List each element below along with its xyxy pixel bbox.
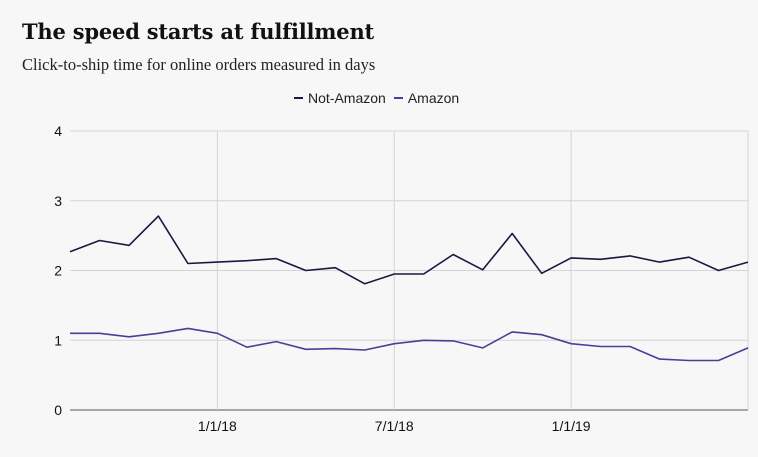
y-tick-label: 1 (54, 332, 62, 348)
data-point-amazon (186, 326, 190, 330)
chart-legend: Not-Amazon Amazon (294, 90, 459, 106)
data-point-amazon (363, 348, 367, 352)
data-point-amazon (215, 331, 219, 335)
data-point-amazon (97, 331, 101, 335)
legend-swatch-amazon (393, 97, 403, 99)
y-tick-label: 3 (54, 193, 62, 209)
data-point-amazon (540, 333, 544, 337)
data-point-not-amazon (215, 260, 219, 264)
data-point-amazon (127, 335, 131, 339)
legend-item-not-amazon[interactable]: Not-Amazon (294, 90, 386, 106)
data-point-not-amazon (304, 269, 308, 273)
y-tick-label: 2 (54, 263, 62, 279)
data-point-amazon (746, 346, 750, 350)
data-point-not-amazon (333, 266, 337, 270)
legend-label-not-amazon: Not-Amazon (308, 90, 386, 106)
data-point-not-amazon (127, 243, 131, 247)
x-tick-label: 1/1/19 (552, 418, 591, 434)
data-point-not-amazon (422, 272, 426, 276)
data-point-not-amazon (274, 257, 278, 261)
series-line-amazon (70, 327, 749, 362)
data-point-not-amazon (510, 232, 514, 236)
data-point-not-amazon (186, 262, 190, 266)
chart-subtitle: Click-to-ship time for online orders mea… (22, 55, 376, 74)
data-point-not-amazon (599, 257, 603, 261)
y-tick-label: 4 (54, 123, 62, 139)
data-point-amazon (68, 331, 72, 335)
legend-label-amazon: Amazon (407, 90, 460, 106)
legend-item-amazon[interactable]: Amazon (393, 90, 460, 106)
data-point-amazon (156, 331, 160, 335)
data-point-not-amazon (68, 250, 72, 254)
data-point-amazon (658, 357, 662, 361)
data-point-amazon (510, 330, 514, 334)
data-point-not-amazon (658, 260, 662, 264)
data-point-not-amazon (156, 214, 160, 218)
data-point-not-amazon (746, 260, 750, 264)
data-point-not-amazon (363, 282, 367, 286)
x-tick-label: 7/1/18 (375, 418, 414, 434)
data-point-not-amazon (687, 255, 691, 259)
data-point-amazon (628, 345, 632, 349)
data-point-amazon (333, 347, 337, 351)
data-point-not-amazon (628, 254, 632, 258)
data-point-not-amazon (97, 239, 101, 243)
data-point-not-amazon (569, 256, 573, 260)
x-tick-label: 1/1/18 (198, 418, 237, 434)
chart-title: The speed starts at fulfillment (22, 19, 375, 44)
y-tick-label: 0 (54, 402, 62, 418)
series-line-not-amazon (69, 215, 749, 285)
data-point-amazon (422, 338, 426, 342)
data-point-amazon (717, 358, 721, 362)
data-point-amazon (304, 347, 308, 351)
data-point-not-amazon (392, 272, 396, 276)
data-point-amazon (451, 339, 455, 343)
data-point-not-amazon (717, 269, 721, 273)
data-point-amazon (569, 342, 573, 346)
data-point-amazon (274, 340, 278, 344)
data-point-amazon (392, 342, 396, 346)
data-point-amazon (599, 345, 603, 349)
data-point-amazon (245, 345, 249, 349)
legend-swatch-not-amazon (294, 97, 303, 99)
data-point-not-amazon (481, 268, 485, 272)
data-point-amazon (687, 358, 691, 362)
data-point-not-amazon (245, 259, 249, 263)
data-point-not-amazon (451, 252, 455, 256)
data-point-amazon (481, 346, 485, 350)
data-point-not-amazon (540, 271, 544, 275)
